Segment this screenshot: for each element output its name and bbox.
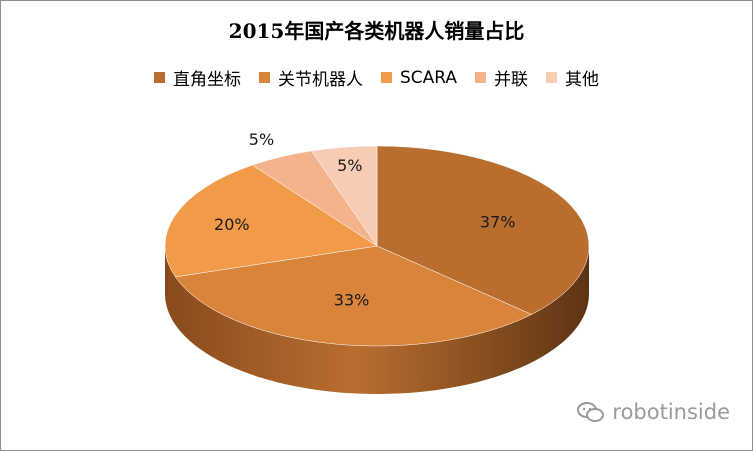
legend-swatch xyxy=(153,72,165,83)
data-label: 5% xyxy=(337,156,362,175)
legend-swatch xyxy=(546,72,558,83)
watermark-text: robotinside xyxy=(612,400,730,424)
pie-slice xyxy=(164,164,378,278)
chart-title: 2015年国产各类机器人销量占比 xyxy=(228,19,525,43)
legend-label: 关节机器人 xyxy=(277,70,363,90)
legend-item: 关节机器人 xyxy=(258,65,363,90)
legend-item: SCARA xyxy=(380,65,458,90)
pie-side-wall xyxy=(165,246,589,394)
data-label: 33% xyxy=(334,291,370,310)
legend-label: 直角坐标 xyxy=(172,70,241,90)
legend-item: 直角坐标 xyxy=(153,65,241,90)
legend-item: 其他 xyxy=(546,65,599,90)
pie-labels: 37% 33% 20% 5% 5% xyxy=(214,130,515,310)
data-label: 20% xyxy=(214,215,250,234)
chart-legend: 直角坐标 关节机器人 SCARA 并联 其他 xyxy=(1,65,752,90)
pie-side xyxy=(165,246,589,394)
pie-slice xyxy=(311,145,378,247)
pie-top xyxy=(164,145,590,347)
wechat-icon xyxy=(577,402,605,422)
data-label: 37% xyxy=(480,212,516,231)
legend-label: SCARA xyxy=(399,67,458,88)
pie-slice xyxy=(376,145,590,315)
legend-item: 并联 xyxy=(475,65,528,90)
legend-label: 其他 xyxy=(565,70,600,90)
legend-swatch xyxy=(258,72,270,83)
legend-swatch xyxy=(380,72,392,83)
pie-slice xyxy=(174,245,533,347)
legend-label: 并联 xyxy=(494,70,529,90)
data-label: 5% xyxy=(249,130,274,149)
watermark: robotinside xyxy=(576,400,730,424)
legend-swatch xyxy=(475,72,487,83)
